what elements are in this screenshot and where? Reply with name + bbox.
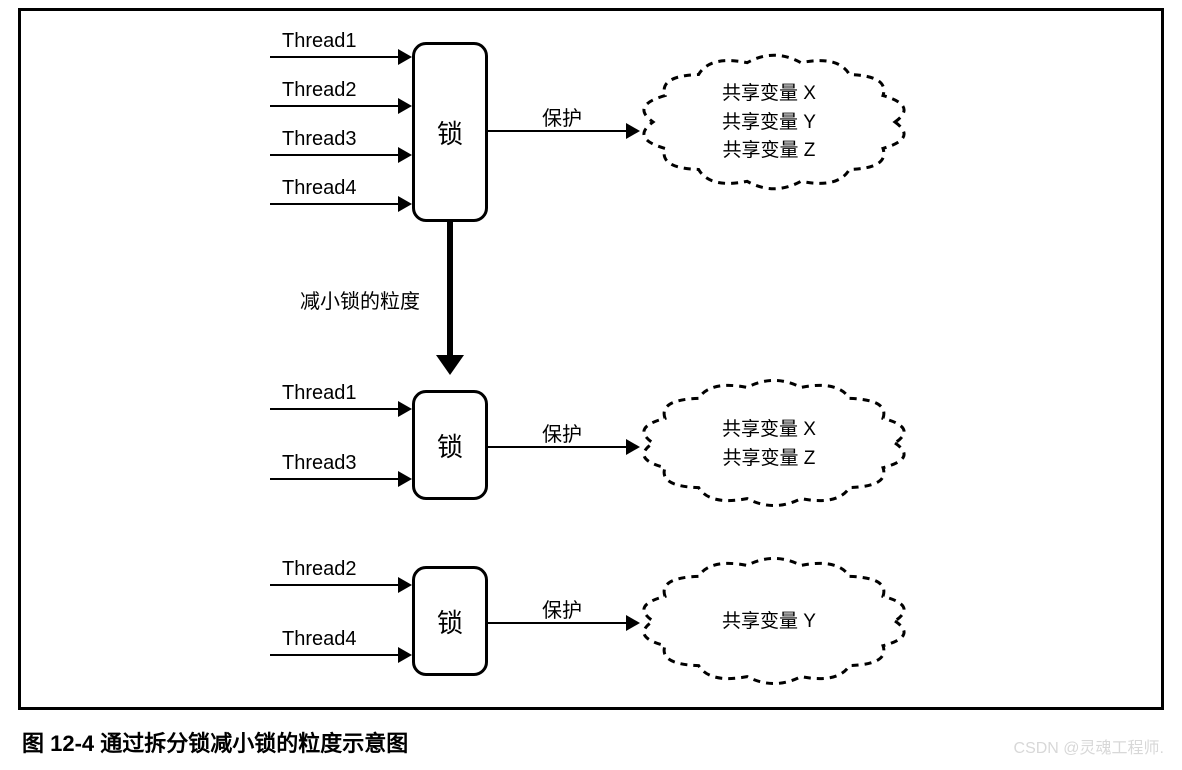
lock-box: 锁 [412, 390, 488, 500]
cloud-text: 共享变量 Y [722, 608, 816, 637]
transition-arrow-shaft [447, 222, 453, 357]
arrow-right-icon [398, 49, 412, 65]
diagram-frame [18, 8, 1164, 710]
cloud-text: 共享变量 X共享变量 Z [722, 416, 816, 473]
lock-box: 锁 [412, 42, 488, 222]
thread-arrow-line [270, 56, 400, 58]
thread-arrow-line [270, 105, 400, 107]
thread-arrow-line [270, 478, 400, 480]
arrow-right-icon [398, 401, 412, 417]
arrow-right-icon [398, 147, 412, 163]
arrow-right-icon [398, 196, 412, 212]
thread-arrow-line [270, 154, 400, 156]
arrow-right-icon [398, 98, 412, 114]
thread-arrow-line [270, 654, 400, 656]
lock-box: 锁 [412, 566, 488, 676]
arrow-right-icon [398, 647, 412, 663]
thread-arrow-line [270, 584, 400, 586]
protect-label: 保护 [542, 594, 582, 623]
thread-label: Thread4 [282, 177, 357, 200]
arrow-right-icon [398, 577, 412, 593]
arrow-right-icon [398, 471, 412, 487]
cloud-text: 共享变量 X共享变量 Y共享变量 Z [722, 80, 816, 166]
thread-label: Thread2 [282, 79, 357, 102]
protect-label: 保护 [542, 418, 582, 447]
thread-label: Thread2 [282, 558, 357, 581]
thread-arrow-line [270, 203, 400, 205]
thread-label: Thread3 [282, 128, 357, 151]
thread-label: Thread4 [282, 628, 357, 651]
arrow-down-icon [436, 355, 464, 375]
thread-arrow-line [270, 408, 400, 410]
figure-caption: 图 12-4 通过拆分锁减小锁的粒度示意图 [22, 726, 408, 758]
thread-label: Thread1 [282, 382, 357, 405]
transition-label: 减小锁的粒度 [300, 285, 420, 314]
watermark-text: CSDN @灵魂工程师. [1014, 734, 1164, 758]
protect-label: 保护 [542, 102, 582, 131]
thread-label: Thread1 [282, 30, 357, 53]
thread-label: Thread3 [282, 452, 357, 475]
